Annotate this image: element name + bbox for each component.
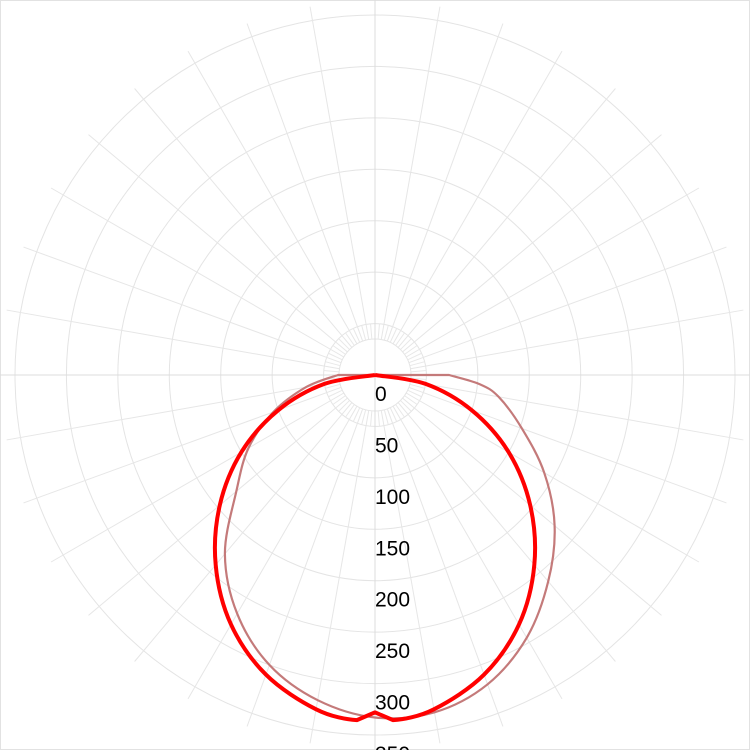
grid-spoke [23,246,342,364]
grid-spoke-minor [389,407,398,422]
grid-spoke [405,187,700,358]
grid-spoke-minor [377,323,380,340]
radial-tick-label: 50 [375,434,398,457]
grid-spoke [402,134,662,353]
grid-spoke [386,23,504,342]
grid-spoke [386,408,504,727]
grid-spoke [187,50,358,345]
grid-spoke [6,380,340,441]
radial-tick-label: 0 [375,383,387,406]
grid-spoke-minor [407,352,422,361]
grid-spoke [392,50,563,345]
grid-spoke [246,23,364,342]
grid-spoke [246,408,364,727]
radial-tick-labels: 0 50 100 150 200 250 300 350 [375,383,410,750]
grid-spoke-minor [400,400,412,412]
grid-spoke-minor [383,325,389,341]
grid-spoke-minor [332,345,346,355]
grid-spoke-minor [370,323,373,340]
grid-spoke [309,6,370,340]
series-line-1 [212,373,538,723]
grid-spoke [50,187,345,358]
grid-spoke-minor [404,395,418,405]
grid-spoke [408,386,727,504]
grid-spoke [6,309,340,370]
grid-spoke-minor [352,328,361,343]
grid-spoke-minor [409,383,425,389]
grid-spoke [187,405,358,700]
grid-spoke [134,402,353,662]
series-layer [212,373,556,723]
grid-spoke-minor [395,404,405,418]
grid-spoke-minor [409,361,425,367]
radial-tick-label: 300 [375,692,410,715]
grid-spoke [405,392,700,563]
grid-spoke-minor [383,409,389,425]
grid-spoke-minor [325,361,341,367]
grid-spoke-minor [389,328,398,343]
grid-spoke-minor [395,332,405,346]
grid-spoke-minor [325,383,341,389]
grid-spoke [380,410,441,744]
grid-spoke [88,134,348,353]
grid-spoke [408,246,727,364]
grid-spoke-minor [370,410,373,427]
grid-spoke-minor [361,409,367,425]
grid-spoke-minor [410,370,427,373]
grid-spoke-minor [345,332,355,346]
grid-spoke [380,6,441,340]
radial-tick-label: 350 [375,743,410,750]
grid-spoke-minor [338,338,350,350]
grid-spoke-minor [328,352,343,361]
grid-spoke-minor [407,389,422,398]
radial-tick-label: 100 [375,486,410,509]
grid-spoke [397,88,616,348]
grid-spoke [23,386,342,504]
grid-spoke [392,405,563,700]
grid-spoke-minor [332,395,346,405]
grid-spoke-minor [404,345,418,355]
grid-spoke [410,380,744,441]
grid-spoke [134,88,353,348]
grid-spoke-minor [345,404,355,418]
grid-spoke-minor [323,370,340,373]
grid-spoke [50,392,345,563]
grid-spoke-minor [361,325,367,341]
radial-tick-label: 150 [375,537,410,560]
radial-tick-label: 200 [375,589,410,612]
grid-spoke-minor [352,407,361,422]
radial-tick-label: 250 [375,640,410,663]
grid-spoke [410,309,744,370]
grid-spoke [397,402,616,662]
grid-spoke-minor [400,338,412,350]
grid-spoke-minor [410,377,427,380]
grid-spoke-minor [328,389,343,398]
grid-spoke [309,410,370,744]
grid-spoke-minor [338,400,350,412]
grid-spoke-minor [377,410,380,427]
